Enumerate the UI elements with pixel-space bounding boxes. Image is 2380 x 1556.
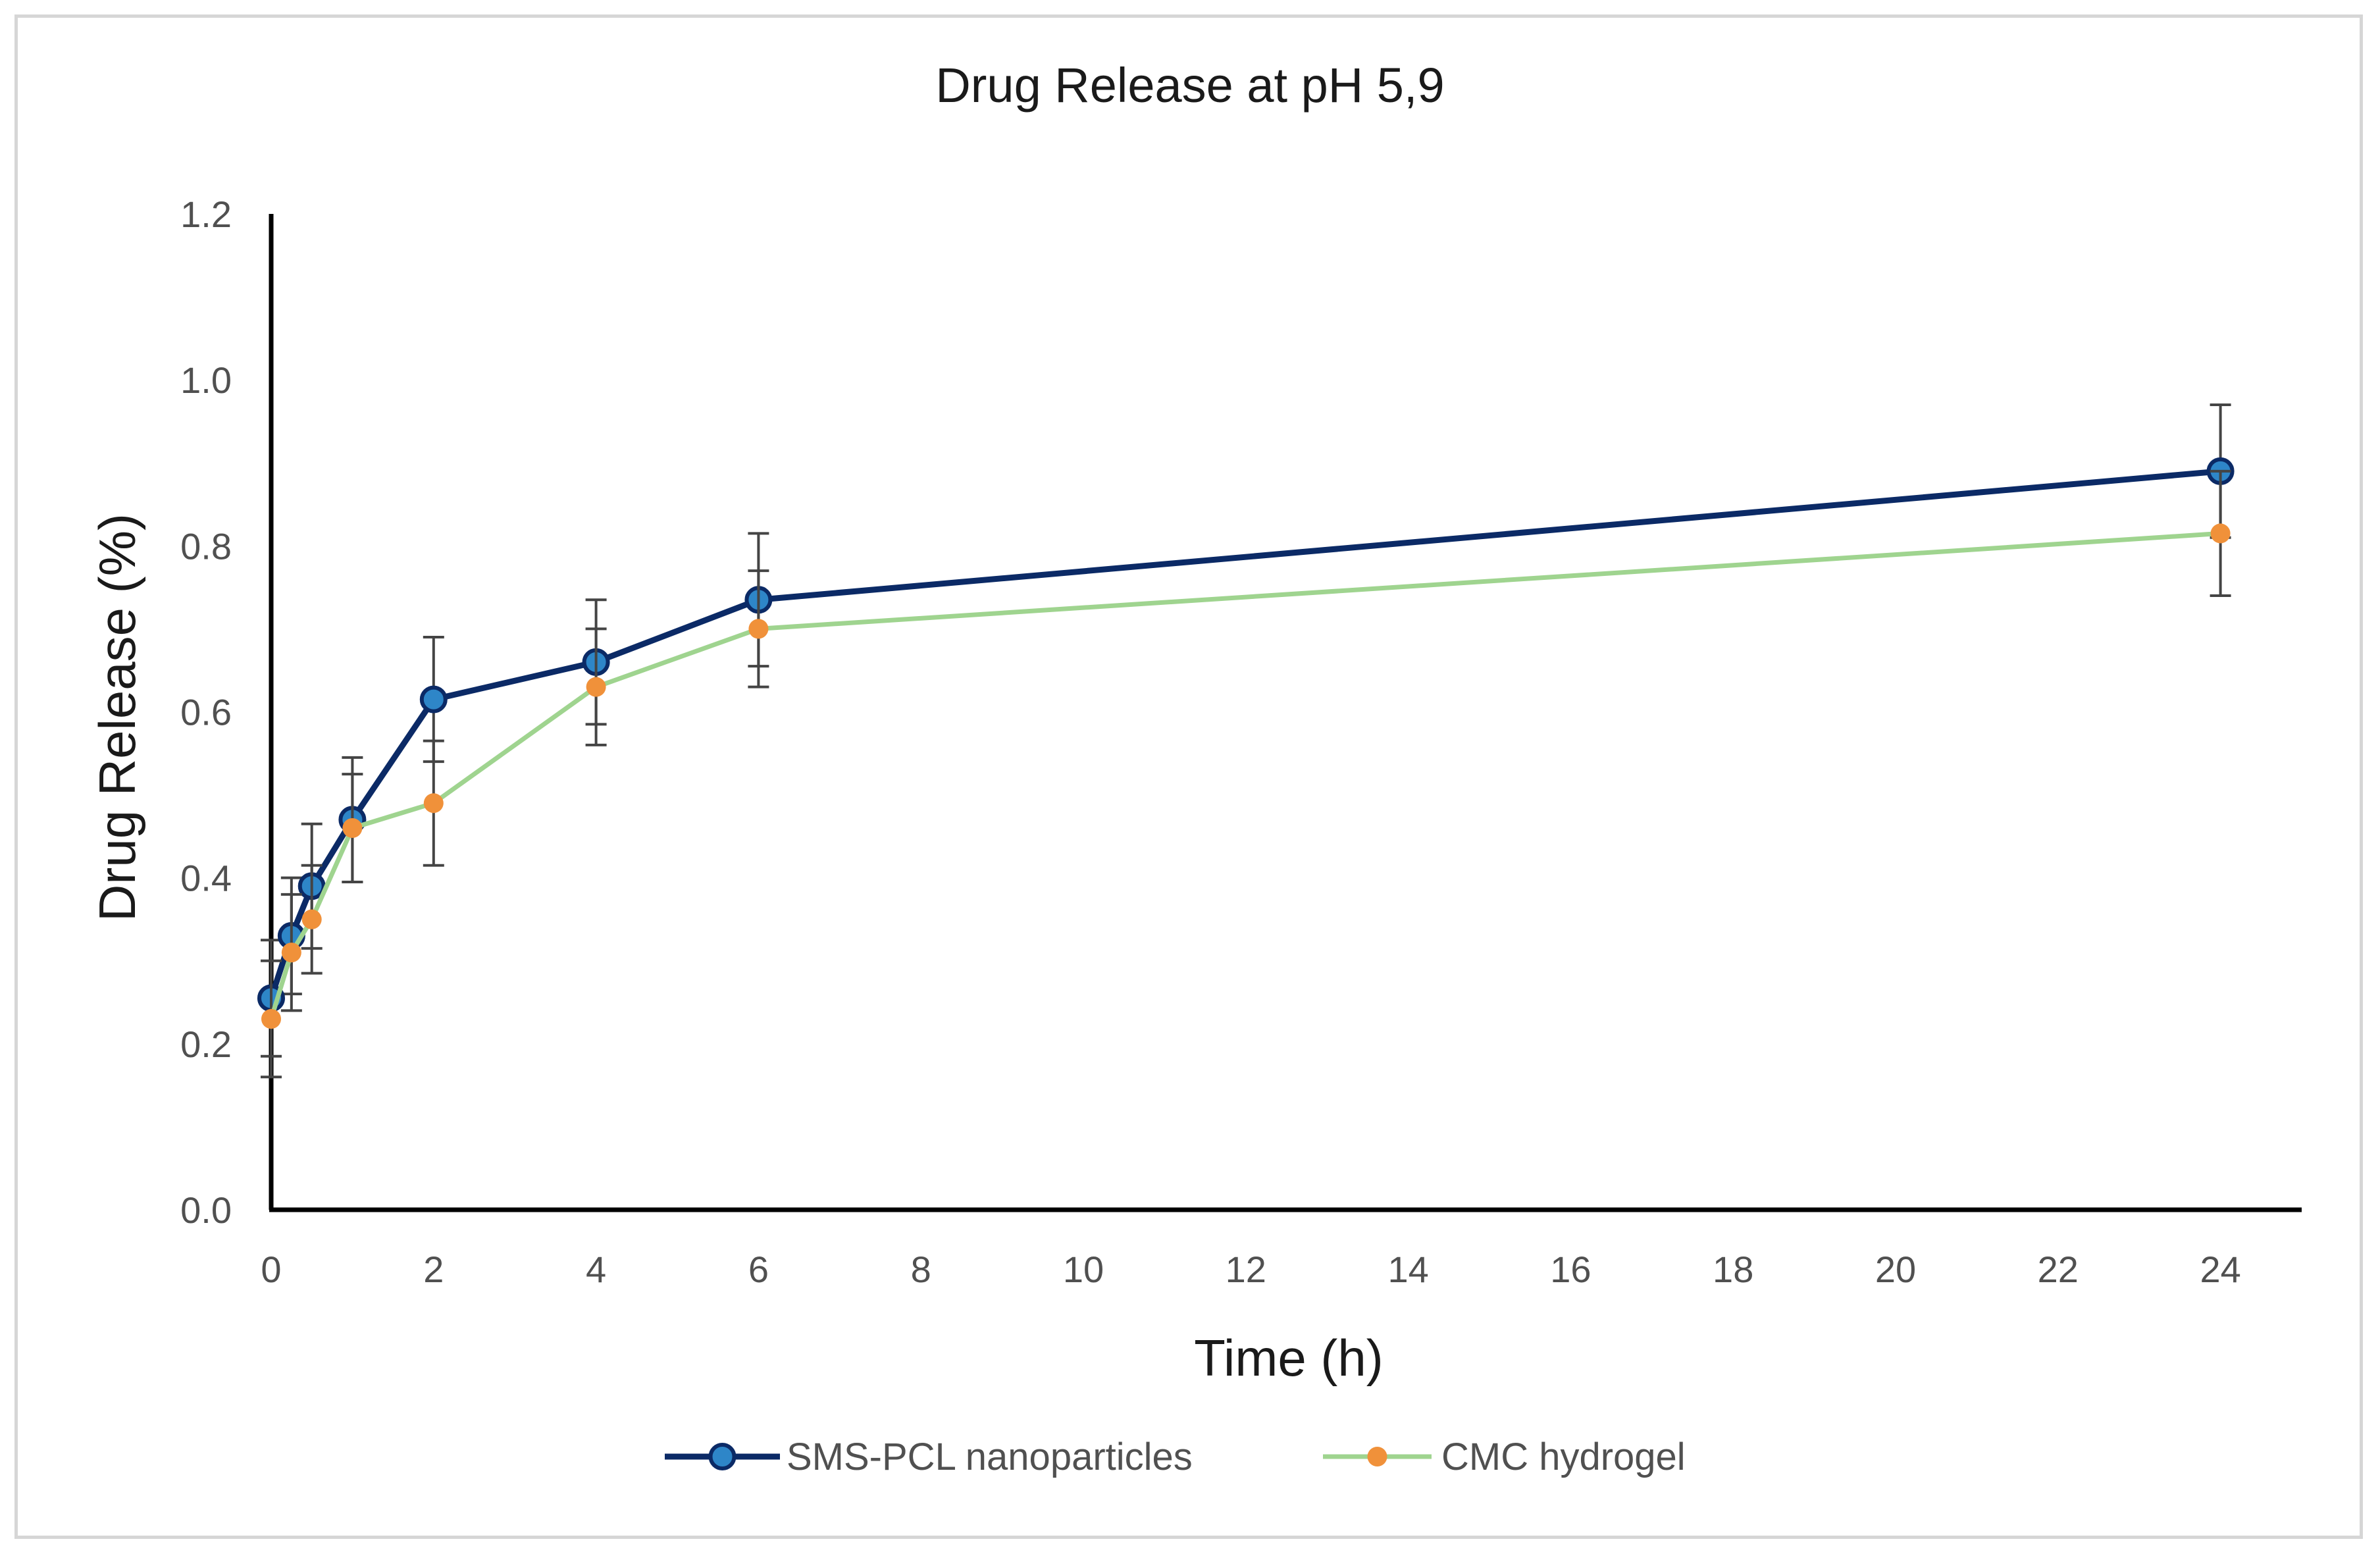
x-tick-label: 14 [1387,1249,1428,1290]
y-tick-label: 0.2 [180,1024,232,1065]
legend-label: CMC hydrogel [1441,1436,1686,1478]
y-tick-label: 0.4 [180,858,232,899]
data-point [419,685,448,713]
x-tick-label: 24 [2200,1249,2240,1290]
x-tick-label: 8 [911,1249,931,1290]
data-point [261,1009,281,1029]
y-tick-label: 0.8 [180,525,232,567]
plot-area: 0 2 4 6 8 10 12 14 16 18 20 22 240.00.20.40.60.81.01… [180,194,2302,1290]
y-tick-label: 1.2 [180,194,232,235]
legend: SMS-PCL nanoparticles CMC hydrogel [665,1436,1686,1478]
series-2 [261,469,2231,1079]
x-tick-label: 18 [1713,1249,1753,1290]
data-point [586,677,606,697]
data-point [423,793,444,814]
legend-label: SMS-PCL nanoparticles [787,1436,1193,1478]
x-tick-label: 16 [1550,1249,1591,1290]
data-point [281,943,301,963]
chart-frame [14,14,2363,1539]
data-point [342,818,363,839]
y-tick-label: 0.0 [180,1189,232,1231]
series-1 [257,403,2235,1058]
chart-title: Drug Release at pH 5,9 [935,58,1444,113]
data-point [301,909,322,929]
y-axis-title: Drug Release (%) [88,513,146,921]
legend-item-1: SMS-PCL nanoparticles [665,1436,1193,1478]
x-tick-label: 10 [1063,1249,1104,1290]
legend-marker [708,1443,737,1470]
x-tick-label: 2 [423,1249,444,1290]
series-line [269,531,2221,1020]
x-tick-label: 12 [1226,1249,1266,1290]
x-tick-label: 4 [586,1249,606,1290]
y-tick-label: 0.6 [180,692,232,733]
x-tick-label: 20 [1875,1249,1916,1290]
x-tick-label: 0 [261,1249,281,1290]
data-point [748,619,769,639]
x-axis-title: Time (h) [1194,1329,1383,1387]
data-point [2210,523,2231,544]
legend-item-2: CMC hydrogel [1323,1436,1686,1478]
legend-marker [1367,1447,1387,1466]
x-tick-label: 22 [2038,1249,2079,1290]
x-tick-label: 6 [748,1249,769,1290]
y-tick-label: 1.0 [180,359,232,401]
